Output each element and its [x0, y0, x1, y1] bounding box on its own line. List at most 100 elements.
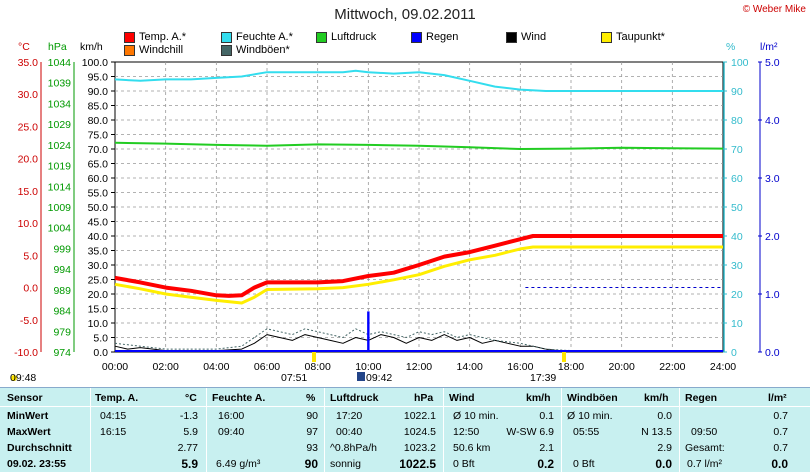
row-label-current: 09.02. 23:55 — [7, 458, 66, 470]
pressure-tick: 979 — [53, 326, 71, 338]
legend-label: Luftdruck — [331, 31, 377, 43]
series-line-feuchtea — [114, 69, 723, 92]
max-gust-value: N 13.5 — [641, 426, 672, 438]
pressure-tick: 1024 — [48, 140, 72, 152]
pressure-tick: 1009 — [48, 202, 72, 214]
min-humidity-time: 16:00 — [218, 410, 245, 422]
series-line-luftdruck — [114, 141, 724, 150]
row-label-avg: Durchschnitt — [7, 442, 72, 454]
pressure-tick: 1034 — [48, 98, 72, 110]
min-temp-time: 04:15 — [100, 410, 127, 422]
max-gust-time: 05:55 — [573, 426, 600, 438]
rain-unit-label: l/m² — [760, 41, 778, 53]
pressure-tick: 999 — [53, 243, 71, 255]
current-gust-bft: 0 Bft — [573, 458, 595, 470]
legend-label: Windchill — [139, 44, 184, 56]
header-pressure: Luftdruck — [330, 392, 379, 404]
legend-swatch — [124, 31, 135, 43]
x-tick: 10:00 — [355, 361, 381, 373]
rain-total-value: 0.7 — [773, 442, 788, 454]
humidity-tick: 80 — [731, 115, 743, 127]
header-sensor: Sensor — [7, 392, 43, 404]
wind-tick: 20.0 — [88, 289, 109, 301]
header-wind: Wind — [449, 392, 475, 404]
legend-label: Feuchte A.* — [236, 31, 293, 43]
legend-label: Wind — [521, 31, 547, 43]
humidity-tick: 30 — [731, 260, 743, 272]
temp-tick: 20.0 — [18, 154, 39, 166]
legend-item: Regen — [411, 31, 458, 43]
legend-swatch — [316, 31, 327, 43]
wind-tick: 15.0 — [88, 304, 109, 316]
humidity-tick: 90 — [731, 86, 743, 98]
x-tick: 06:00 — [254, 361, 280, 373]
wind-tick: 40.0 — [88, 231, 109, 243]
min-rain-value: 0.7 — [773, 410, 788, 422]
wind-tick: 35.0 — [88, 246, 109, 258]
wind-tick: 95.0 — [88, 72, 109, 84]
pressure-tick: 989 — [53, 285, 71, 297]
min-wind-value: 0.1 — [539, 410, 554, 422]
max-humidity-value: 97 — [306, 426, 318, 438]
pressure-tick: 1039 — [48, 78, 72, 90]
min-wind-label: Ø 10 min. — [453, 410, 499, 422]
x-tick: 02:00 — [153, 361, 179, 373]
max-wind-value: W-SW 6.9 — [506, 426, 554, 438]
x-tick: 14:00 — [457, 361, 483, 373]
row-label-min: MinWert — [7, 410, 49, 422]
temp-tick: 30.0 — [18, 89, 39, 101]
legend-swatch — [124, 44, 135, 56]
sunset-label: 17:39 — [530, 372, 557, 384]
absolute-humidity: 6.49 g/m³ — [216, 458, 261, 470]
weather-forecast-label: sonnig — [330, 458, 361, 470]
max-rain-value: 0.7 — [773, 426, 788, 438]
wind-tick: 50.0 — [88, 202, 109, 214]
humidity-unit-label: % — [726, 41, 736, 53]
wind-tick: 90.0 — [88, 86, 109, 98]
temp-tick: 0.0 — [23, 283, 38, 295]
max-wind-time: 12:50 — [453, 426, 480, 438]
avg-wind-value: 2.1 — [539, 442, 554, 454]
legend-label: Windböen* — [236, 44, 290, 56]
humidity-tick: 40 — [731, 231, 743, 243]
pressure-tick: 974 — [53, 347, 71, 359]
legend-label: Temp. A.* — [139, 31, 187, 43]
wind-tick: 5.0 — [93, 333, 108, 345]
temp-tick: -10.0 — [14, 347, 38, 359]
legend-swatch — [221, 31, 232, 43]
x-tick: 12:00 — [406, 361, 432, 373]
header-temp-unit: °C — [185, 392, 197, 404]
max-humidity-time: 09:40 — [218, 426, 245, 438]
current-temp-value: 5.9 — [181, 457, 198, 471]
legend-item: Windböen* — [221, 44, 290, 56]
avg-temp-value: 2.77 — [177, 442, 198, 454]
temp-tick: 10.0 — [18, 218, 39, 230]
current-humidity-value: 90 — [304, 457, 318, 471]
header-gust: Windböen — [567, 392, 618, 404]
wind-tick: 55.0 — [88, 188, 109, 200]
current-wind-bft: 0 Bft — [453, 458, 475, 470]
temp-unit-label: °C — [18, 41, 30, 53]
pressure-tick: 1029 — [48, 119, 72, 131]
wind-tick: 65.0 — [88, 159, 109, 171]
wind-tick: 25.0 — [88, 275, 109, 287]
header-humidity-unit: % — [306, 392, 316, 404]
row-label-max: MaxWert — [7, 426, 51, 438]
wind-tick: 45.0 — [88, 217, 109, 229]
max-pressure-value: 1024.5 — [403, 426, 436, 438]
pressure-tick: 994 — [53, 264, 71, 276]
now-marker — [357, 372, 365, 381]
current-gust-value: 0.0 — [655, 457, 672, 471]
legend-swatch — [601, 31, 612, 43]
header-rain-unit: l/m² — [768, 392, 787, 404]
pressure-unit-label: hPa — [48, 41, 67, 53]
wind-tick: 60.0 — [88, 173, 109, 185]
sunrise-marker — [312, 352, 316, 362]
pressure-tick: 1014 — [48, 181, 72, 193]
humidity-tick: 60 — [731, 173, 743, 185]
humidity-tick: 50 — [731, 202, 743, 214]
avg-humidity-value: 93 — [306, 442, 318, 454]
series-line-tempa — [114, 234, 723, 298]
x-tick: 08:00 — [305, 361, 331, 373]
avg-pressure-value: 1023.2 — [403, 442, 436, 454]
